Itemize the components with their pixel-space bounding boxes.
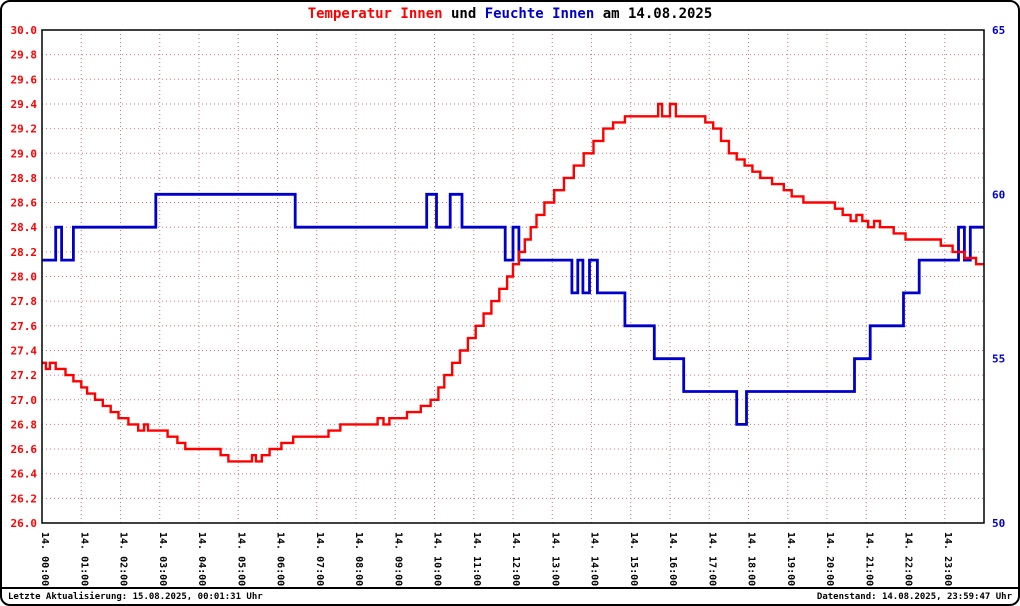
series-feuchte-innen bbox=[42, 192, 984, 426]
svg-text:14. 05:00: 14. 05:00 bbox=[235, 532, 246, 586]
svg-text:27.8: 27.8 bbox=[11, 295, 38, 308]
svg-text:14. 01:00: 14. 01:00 bbox=[78, 532, 89, 586]
svg-text:28.8: 28.8 bbox=[11, 172, 38, 185]
svg-text:26.6: 26.6 bbox=[11, 443, 38, 456]
svg-text:14. 09:00: 14. 09:00 bbox=[392, 532, 403, 586]
x-axis-labels: 14. 00:00 14. 01:00 14. 02:00 14. 03:00 14. … bbox=[39, 532, 953, 586]
svg-text:29.2: 29.2 bbox=[11, 123, 38, 136]
svg-text:14. 16:00: 14. 16:00 bbox=[667, 532, 678, 586]
svg-text:26.4: 26.4 bbox=[11, 468, 38, 481]
footer-data-state: Datenstand: 14.08.2025, 23:59:47 Uhr bbox=[816, 592, 1012, 602]
svg-text:14. 19:00: 14. 19:00 bbox=[785, 532, 796, 586]
svg-text:27.4: 27.4 bbox=[11, 344, 38, 357]
svg-text:26.0: 26.0 bbox=[11, 517, 38, 530]
svg-text:14. 20:00: 14. 20:00 bbox=[824, 532, 835, 586]
title-temperature-label: Temperatur Innen bbox=[307, 6, 443, 22]
svg-text:14. 14:00: 14. 14:00 bbox=[589, 532, 600, 586]
title-humidity-label: Feuchte Innen bbox=[484, 6, 595, 22]
chart-title: Temperatur Innen und Feuchte Innen am 14… bbox=[2, 6, 1018, 22]
svg-text:14. 08:00: 14. 08:00 bbox=[353, 532, 364, 586]
svg-text:14. 13:00: 14. 13:00 bbox=[549, 532, 560, 586]
svg-text:29.0: 29.0 bbox=[11, 147, 38, 160]
svg-text:27.6: 27.6 bbox=[11, 320, 38, 333]
svg-text:26.2: 26.2 bbox=[11, 492, 38, 505]
svg-text:14. 03:00: 14. 03:00 bbox=[157, 532, 168, 586]
svg-text:14. 00:00: 14. 00:00 bbox=[39, 532, 50, 586]
svg-text:28.6: 28.6 bbox=[11, 197, 38, 210]
svg-text:14. 17:00: 14. 17:00 bbox=[706, 532, 717, 586]
svg-text:28.4: 28.4 bbox=[11, 221, 38, 234]
series-temperature-innen bbox=[42, 102, 984, 463]
svg-text:14. 10:00: 14. 10:00 bbox=[432, 532, 443, 586]
footer-last-update: Letzte Aktualisierung: 15.08.2025, 00:01… bbox=[8, 592, 263, 602]
svg-text:14. 04:00: 14. 04:00 bbox=[196, 532, 207, 586]
svg-text:55: 55 bbox=[992, 353, 1005, 366]
title-date: am 14.08.2025 bbox=[594, 6, 713, 22]
svg-text:26.8: 26.8 bbox=[11, 418, 38, 431]
svg-text:65: 65 bbox=[992, 24, 1005, 37]
svg-text:14. 06:00: 14. 06:00 bbox=[275, 532, 286, 586]
svg-text:14. 07:00: 14. 07:00 bbox=[314, 532, 325, 586]
svg-text:14. 22:00: 14. 22:00 bbox=[903, 532, 914, 586]
svg-text:14. 12:00: 14. 12:00 bbox=[510, 532, 521, 586]
svg-text:50: 50 bbox=[992, 517, 1005, 530]
svg-text:14. 11:00: 14. 11:00 bbox=[471, 532, 482, 586]
svg-text:29.6: 29.6 bbox=[11, 73, 38, 86]
title-und: und bbox=[442, 6, 485, 22]
horizontal-gridlines bbox=[42, 54, 984, 499]
svg-text:14. 23:00: 14. 23:00 bbox=[942, 532, 953, 586]
footer-divider bbox=[2, 587, 1018, 589]
svg-text:14. 18:00: 14. 18:00 bbox=[746, 532, 757, 586]
svg-text:27.0: 27.0 bbox=[11, 394, 38, 407]
svg-text:30.0: 30.0 bbox=[11, 24, 38, 37]
right-axis-labels: 50 55 60 65 bbox=[992, 24, 1005, 530]
plot-border bbox=[41, 29, 985, 524]
svg-text:29.8: 29.8 bbox=[11, 49, 38, 62]
svg-text:28.2: 28.2 bbox=[11, 246, 38, 259]
svg-text:14. 02:00: 14. 02:00 bbox=[118, 532, 129, 586]
svg-text:14. 15:00: 14. 15:00 bbox=[628, 532, 639, 586]
svg-text:14. 21:00: 14. 21:00 bbox=[863, 532, 874, 586]
svg-text:28.0: 28.0 bbox=[11, 271, 38, 284]
svg-text:27.2: 27.2 bbox=[11, 369, 38, 382]
svg-text:60: 60 bbox=[992, 188, 1005, 201]
left-axis-labels: 26.0 26.2 26.4 26.6 26.8 27.0 27.2 27.4 27.6 27.8… bbox=[11, 24, 38, 530]
svg-text:29.4: 29.4 bbox=[11, 98, 38, 111]
